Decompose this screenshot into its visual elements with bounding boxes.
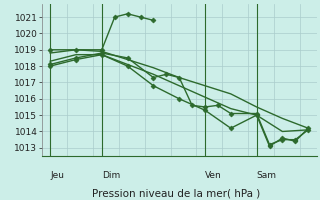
Text: Dim: Dim xyxy=(102,171,120,180)
Text: Sam: Sam xyxy=(257,171,276,180)
Text: Jeu: Jeu xyxy=(50,171,64,180)
Text: Pression niveau de la mer( hPa ): Pression niveau de la mer( hPa ) xyxy=(92,188,260,198)
Text: Ven: Ven xyxy=(205,171,222,180)
